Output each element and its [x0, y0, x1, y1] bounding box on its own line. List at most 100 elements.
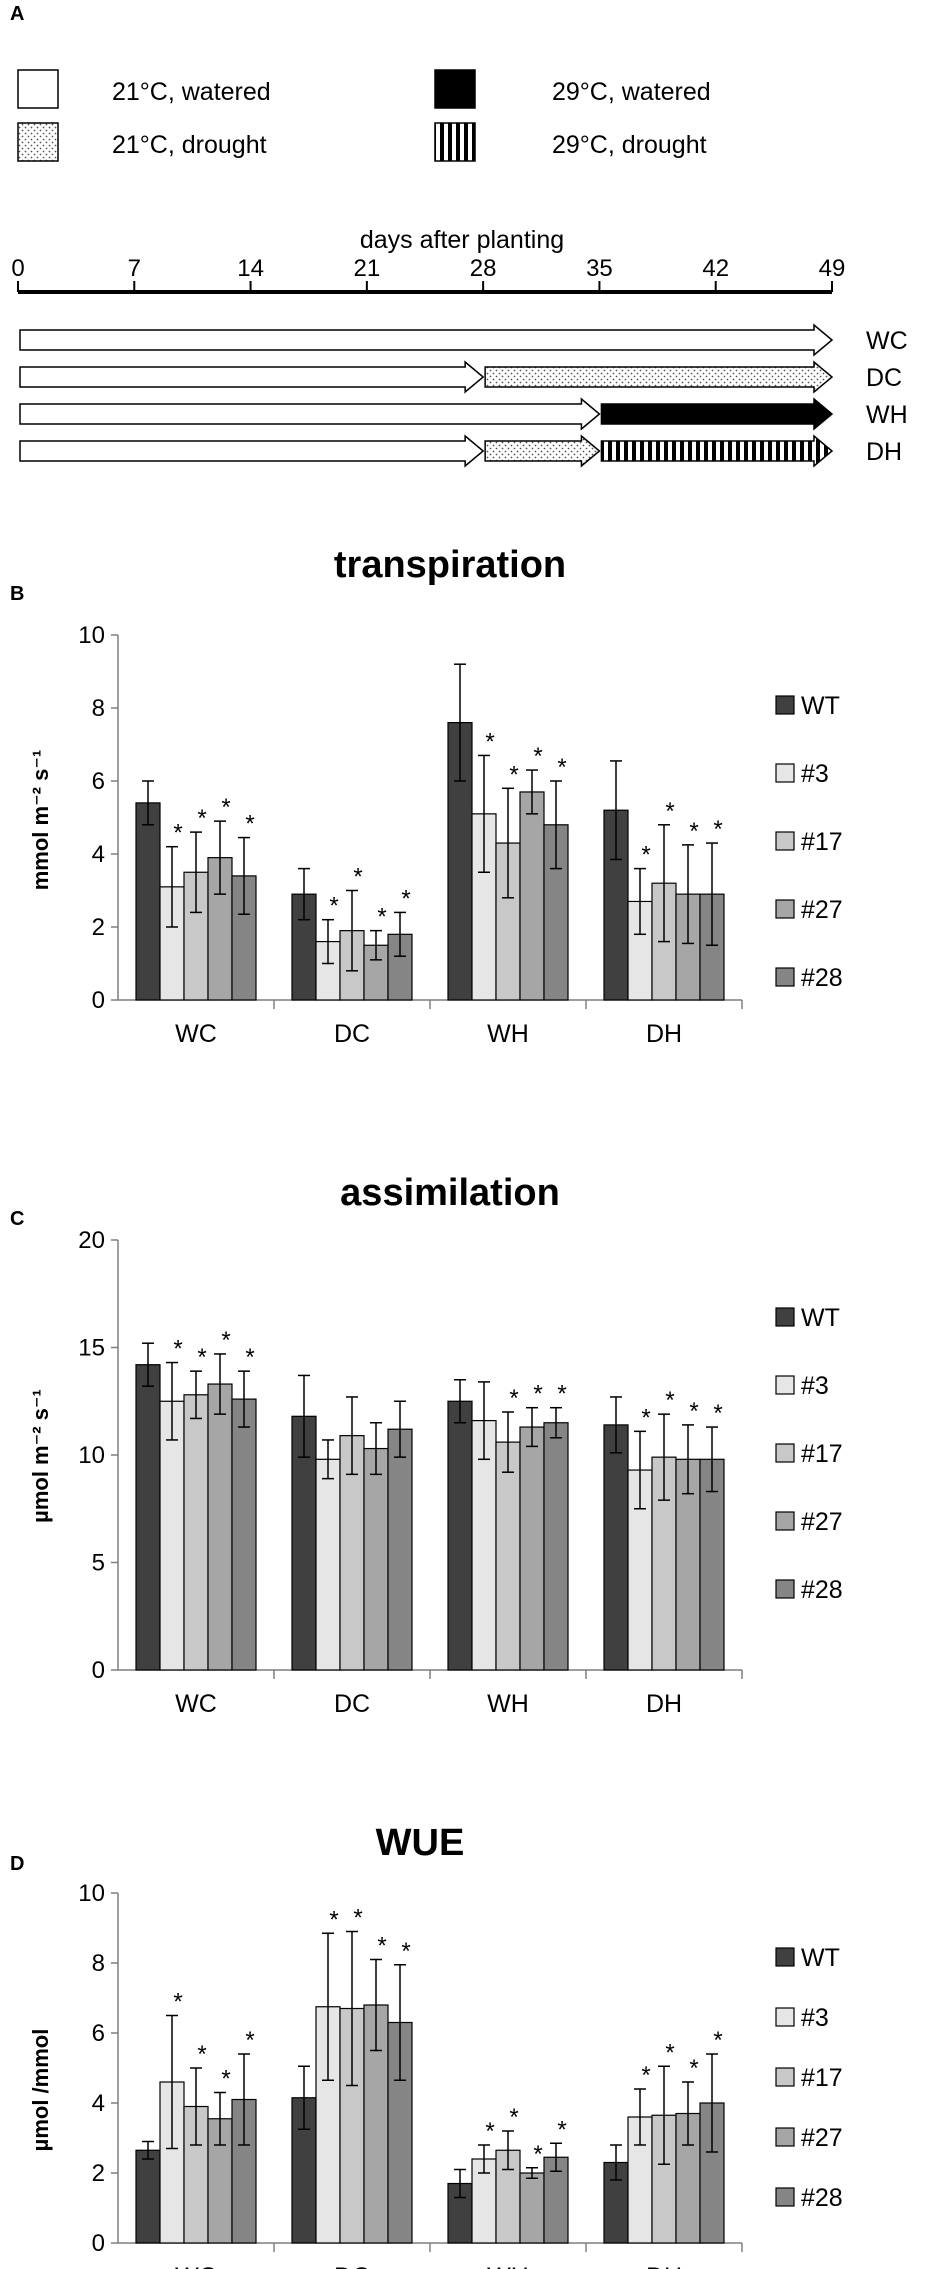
significance-star: *	[557, 754, 566, 781]
legend-swatch-wt	[775, 1947, 795, 1967]
significance-star: *	[641, 2062, 650, 2089]
significance-star: *	[509, 1385, 518, 1412]
timeline-tick-label: 35	[586, 255, 613, 282]
timeline-row-label: DC	[866, 364, 902, 392]
legend-label-n27: #27	[801, 896, 843, 924]
timeline-arrow-wh-0	[19, 397, 601, 431]
significance-star: *	[401, 885, 410, 912]
significance-star: *	[689, 2055, 698, 2082]
x-tick-label: WH	[487, 2263, 529, 2269]
significance-star: *	[713, 816, 722, 843]
significance-star: *	[665, 1387, 674, 1414]
y-tick-label: 4	[92, 841, 105, 868]
significance-star: *	[197, 2041, 206, 2068]
significance-star: *	[173, 1989, 182, 2016]
significance-star: *	[509, 2104, 518, 2131]
legend-swatch-n17	[775, 1443, 795, 1463]
legend-swatch-n17	[775, 831, 795, 851]
legend-swatch-29-watered	[434, 69, 476, 109]
x-tick-label: WC	[175, 1020, 217, 1048]
legend-label-n3: #3	[801, 760, 829, 788]
timeline-tick-label: 49	[819, 255, 846, 282]
chart-assimilation: 0 5 10 15 20 * * * * WC DC * * * WH * * * * DH WT #3 #17 #27 #28	[78, 1227, 842, 1718]
timeline-tick-label: 14	[237, 255, 264, 282]
y-axis-label-transpiration: mmol m⁻² s⁻¹	[28, 750, 53, 891]
timeline-row-label: DH	[866, 438, 902, 466]
x-tick-label: DC	[334, 2263, 370, 2269]
x-tick-label: DH	[646, 1020, 682, 1048]
significance-star: *	[173, 820, 182, 847]
significance-star: *	[353, 864, 362, 891]
legend-swatch-29-drought	[434, 122, 476, 162]
y-axis-label-assimilation: µmol m⁻² s⁻¹	[28, 1389, 53, 1523]
panel-label-d: D	[10, 1853, 24, 1875]
significance-star: *	[713, 2027, 722, 2054]
significance-star: *	[509, 761, 518, 788]
legend-label-n28: #28	[801, 1576, 843, 1604]
significance-star: *	[557, 1381, 566, 1408]
legend-swatch-n3	[775, 1375, 795, 1395]
timeline-arrow-wc-0	[19, 323, 834, 357]
timeline-arrow-dh-2	[600, 434, 834, 468]
bar-wh-n28	[543, 2156, 569, 2244]
legend-swatch-n17	[775, 2067, 795, 2087]
panel-label-b: B	[10, 583, 24, 605]
significance-star: *	[641, 842, 650, 869]
timeline-arrow-dh-0	[19, 434, 485, 468]
significance-star: *	[689, 818, 698, 845]
bar-wh-n27	[519, 791, 545, 1001]
legend-swatch-n3	[775, 2007, 795, 2027]
legend-label-n28: #28	[801, 964, 843, 992]
bar-dc-n27	[363, 1447, 389, 1671]
bar-dc-n3	[315, 1458, 341, 1671]
bar-wc-wt	[135, 802, 161, 1001]
timeline: 0 7 14 21 28 35 42 49 WC DC WH DH	[11, 255, 908, 468]
legend-label-n17: #17	[801, 1440, 843, 1468]
legend-label-n17: #17	[801, 828, 843, 856]
timeline-arrow-dc-1	[484, 360, 834, 394]
bar-wc-n3	[159, 1400, 185, 1671]
legend-label-n28: #28	[801, 2184, 843, 2212]
timeline-tick-label: 28	[470, 255, 497, 282]
significance-star: *	[221, 1327, 230, 1354]
significance-star: *	[641, 1404, 650, 1431]
chart-title-wue: WUE	[376, 1822, 465, 1864]
significance-star: *	[197, 805, 206, 832]
legend-label-n27: #27	[801, 1508, 843, 1536]
significance-star: *	[533, 1381, 542, 1408]
significance-star: *	[713, 1400, 722, 1427]
x-tick-label: DH	[646, 2263, 682, 2269]
significance-star: *	[245, 1344, 254, 1371]
x-tick-label: DC	[334, 1690, 370, 1718]
y-tick-label: 2	[92, 914, 105, 941]
legend-label-wt: WT	[801, 1304, 840, 1332]
timeline-row-label: WH	[866, 401, 908, 429]
legend-swatch-n28	[775, 2187, 795, 2207]
x-tick-label: WH	[487, 1690, 529, 1718]
legend-swatch-21-drought	[17, 122, 59, 162]
legend-label-wt: WT	[801, 1944, 840, 1972]
y-tick-label: 0	[92, 2230, 105, 2257]
y-tick-label: 8	[92, 1950, 105, 1977]
bar-dc-n28	[387, 1428, 413, 1671]
timeline-arrow-wh-1	[600, 397, 834, 431]
y-tick-label: 15	[78, 1335, 105, 1362]
legend-label-29-drought: 29°C, drought	[552, 131, 707, 159]
significance-star: *	[353, 1905, 362, 1932]
y-tick-label: 10	[78, 622, 105, 649]
legend-swatch-21-watered	[17, 69, 59, 109]
legend-label-29-watered: 29°C, watered	[552, 78, 711, 106]
x-tick-label: DH	[646, 1690, 682, 1718]
bar-dh-wt	[603, 1424, 629, 1671]
timeline-tick-label: 21	[354, 255, 381, 282]
y-tick-label: 8	[92, 695, 105, 722]
significance-star: *	[557, 2116, 566, 2143]
timeline-tick-label: 0	[11, 255, 24, 282]
bar-wh-wt	[447, 1400, 473, 1671]
significance-star: *	[329, 1906, 338, 1933]
panel-label-a: A	[10, 3, 24, 25]
y-tick-label: 10	[78, 1442, 105, 1469]
legend-swatch-n27	[775, 899, 795, 919]
significance-star: *	[665, 2039, 674, 2066]
legend-swatch-n27	[775, 2127, 795, 2147]
